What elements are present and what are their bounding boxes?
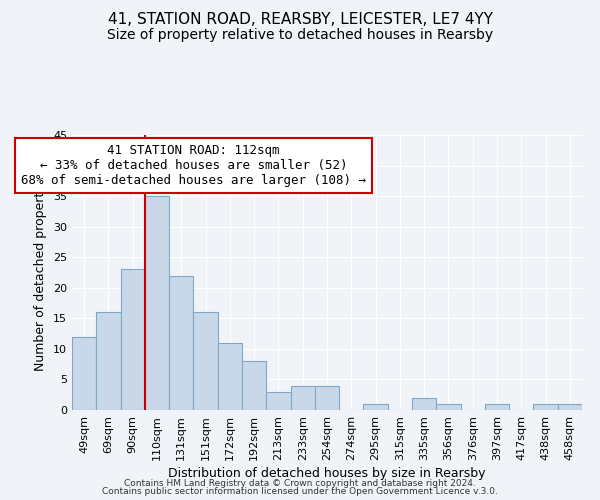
X-axis label: Distribution of detached houses by size in Rearsby: Distribution of detached houses by size … — [168, 467, 486, 480]
Bar — [121, 270, 145, 410]
Bar — [364, 404, 388, 410]
Bar — [412, 398, 436, 410]
Bar — [96, 312, 121, 410]
Bar — [169, 276, 193, 410]
Bar — [485, 404, 509, 410]
Bar — [218, 343, 242, 410]
Bar — [533, 404, 558, 410]
Bar — [266, 392, 290, 410]
Bar — [145, 196, 169, 410]
Bar — [315, 386, 339, 410]
Y-axis label: Number of detached properties: Number of detached properties — [34, 174, 47, 371]
Bar — [436, 404, 461, 410]
Bar — [72, 336, 96, 410]
Bar — [290, 386, 315, 410]
Text: Size of property relative to detached houses in Rearsby: Size of property relative to detached ho… — [107, 28, 493, 42]
Text: 41, STATION ROAD, REARSBY, LEICESTER, LE7 4YY: 41, STATION ROAD, REARSBY, LEICESTER, LE… — [107, 12, 493, 28]
Text: Contains public sector information licensed under the Open Government Licence v.: Contains public sector information licen… — [102, 487, 498, 496]
Text: Contains HM Land Registry data © Crown copyright and database right 2024.: Contains HM Land Registry data © Crown c… — [124, 478, 476, 488]
Bar — [558, 404, 582, 410]
Bar — [242, 361, 266, 410]
Bar — [193, 312, 218, 410]
Text: 41 STATION ROAD: 112sqm
← 33% of detached houses are smaller (52)
68% of semi-de: 41 STATION ROAD: 112sqm ← 33% of detache… — [21, 144, 366, 187]
